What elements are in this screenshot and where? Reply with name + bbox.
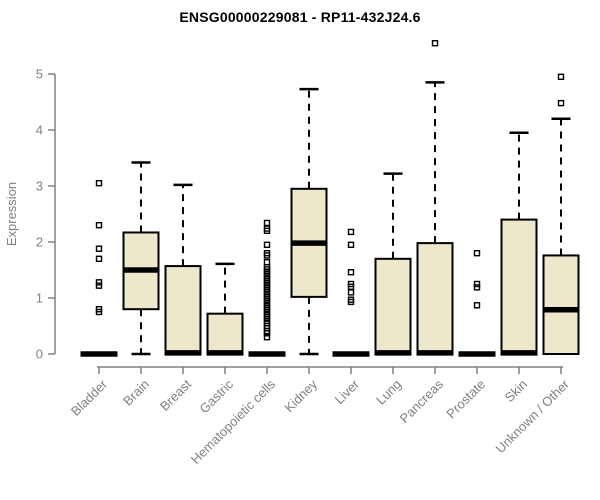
outlier-point [95,282,103,289]
outlier-point [473,280,481,288]
y-axis-title: Expression [4,182,19,246]
x-category-label: Kidney [281,376,320,415]
iqr-box [416,242,454,355]
box-group-lung [374,172,412,356]
outlier-point [263,219,271,227]
box-group-brain [122,161,160,356]
outlier-point [347,241,355,249]
x-category-label: Brain [120,377,152,409]
x-category-label: Prostate [443,377,488,422]
x-category-label: Liver [332,376,363,407]
box-group-kidney [290,87,328,356]
iqr-box [374,257,412,355]
box-group-unknown-other [542,73,580,355]
x-category-label: Lung [373,377,404,408]
outlier-point [347,228,355,236]
box-group-pancreas [416,40,454,356]
iqr-box [164,265,202,355]
outlier-point [473,284,481,291]
x-category-label: Gastric [196,376,236,416]
y-tick-label: 0 [36,347,43,362]
outlier-point [95,279,103,286]
outlier-point [473,249,481,257]
outlier-point [263,258,271,266]
outlier-point [263,334,271,341]
outlier-point [263,227,271,235]
outlier-point [95,179,103,187]
y-tick-label: 2 [36,235,43,250]
outlier-point [95,308,103,316]
outlier-point [347,289,355,296]
outlier-point [347,298,355,306]
outlier-point [347,269,355,276]
outlier-point [557,99,565,107]
chart-title: ENSG00000229081 - RP11-432J24.6 [179,9,421,25]
y-tick-label: 3 [36,179,43,194]
box-group-skin [500,131,538,356]
outlier-point [95,255,103,262]
x-category-label: Bladder [68,376,111,419]
box-group-bladder [80,179,118,357]
outlier-point [473,302,481,309]
box-group-prostate [458,249,496,357]
outlier-point [95,245,103,252]
y-tick-label: 5 [36,67,43,82]
y-axis: 0 1 2 3 4 5 Expression [4,67,56,362]
x-category-label: Breast [157,376,194,413]
y-tick-label: 4 [36,123,43,138]
outlier-point [263,252,271,259]
x-category-label: Pancreas [397,376,447,426]
outlier-point [557,73,565,81]
x-category-label: Unknown / Other [493,376,573,456]
iqr-box [500,218,538,355]
box-group-liver [332,228,370,357]
iqr-box [542,254,580,355]
iqr-box [206,312,244,355]
box-group-gastric [206,262,244,356]
box-group-breast [164,183,202,356]
outlier-point [263,241,271,249]
box-group-hematopoietic-cells [248,219,286,357]
y-tick-label: 1 [36,291,43,306]
x-category-label: Skin [502,377,530,405]
outlier-point [95,221,103,229]
outlier-point [263,330,271,337]
outlier-point [431,40,439,47]
